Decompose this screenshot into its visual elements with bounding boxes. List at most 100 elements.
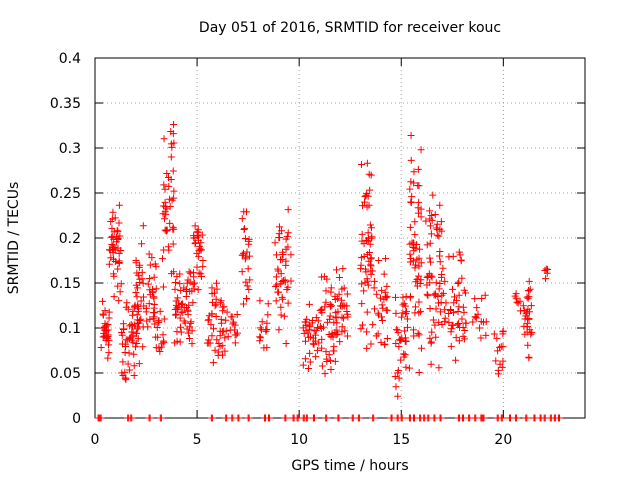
data-point [212,300,220,308]
data-point [426,222,434,230]
data-point [160,181,168,189]
data-point [220,303,228,311]
data-point [256,297,264,305]
data-point [394,329,402,337]
data-point [198,231,206,239]
y-tick-label: 0 [72,411,81,427]
data-point [555,414,563,422]
data-point [185,301,193,309]
data-point [211,289,219,297]
data-point [172,278,180,286]
data-point [428,216,436,224]
data-point [117,247,125,255]
data-point [471,313,479,321]
data-point [197,270,205,278]
data-point [133,340,141,348]
data-point [160,246,168,254]
data-point [335,290,343,298]
data-point [396,336,404,344]
data-point [456,251,464,259]
data-point [416,245,424,253]
data-point [159,210,167,218]
data-point [365,170,373,178]
y-axis-label: SRMTID / TECUs [6,182,22,295]
data-point [238,215,246,223]
data-point [413,241,421,249]
data-point [287,277,295,285]
data-point [527,330,535,338]
data-point [381,340,389,348]
data-point [399,301,407,309]
data-point [402,363,410,371]
data-point [213,336,221,344]
data-point [411,218,419,226]
data-point [163,169,171,177]
data-point [176,270,184,278]
data-point [431,290,439,298]
data-point [524,341,532,349]
data-point [447,342,455,350]
data-point [335,273,343,281]
data-point [327,284,335,292]
data-point [180,304,188,312]
data-point [273,281,281,289]
data-point [144,323,152,331]
data-point [282,414,290,422]
data-point [398,414,406,422]
data-point [498,414,506,422]
data-point [459,303,467,311]
data-point [392,293,400,301]
data-point [143,317,151,325]
data-point [426,254,434,262]
data-point [242,278,250,286]
data-point [130,303,138,311]
data-point [362,192,370,200]
data-point [132,256,140,264]
data-point [322,287,330,295]
data-point [399,293,407,301]
data-point [412,303,420,311]
data-point [241,255,249,263]
data-point [134,284,142,292]
data-point [322,298,330,306]
data-point [243,248,251,256]
data-point [228,313,236,321]
data-point [436,201,444,209]
data-point [210,325,218,333]
data-point [407,178,415,186]
data-point [310,340,318,348]
data-point [302,322,310,330]
data-point [441,306,449,314]
data-point [513,298,521,306]
data-point [240,208,248,216]
data-point [520,307,528,315]
data-point [283,233,291,241]
data-point [188,327,196,335]
data-point [367,254,375,262]
data-point [194,226,202,234]
data-point [221,347,229,355]
data-point [378,286,386,294]
data-point [133,293,141,301]
data-point [275,234,283,242]
data-point [525,353,533,361]
data-point [382,294,390,302]
data-point [118,340,126,348]
data-point [116,288,124,296]
data-point [306,349,314,357]
data-point [511,292,519,300]
data-point [331,357,339,365]
data-point [110,255,118,263]
data-point [360,287,368,295]
data-point [326,315,334,323]
y-tick-label: 0.15 [50,276,81,292]
data-point [272,297,280,305]
data-point [326,312,334,320]
data-point [305,333,313,341]
data-point [320,273,328,281]
data-point [460,308,468,316]
data-point [441,317,449,325]
data-point [190,285,198,293]
data-point [379,304,387,312]
data-point [161,215,169,223]
